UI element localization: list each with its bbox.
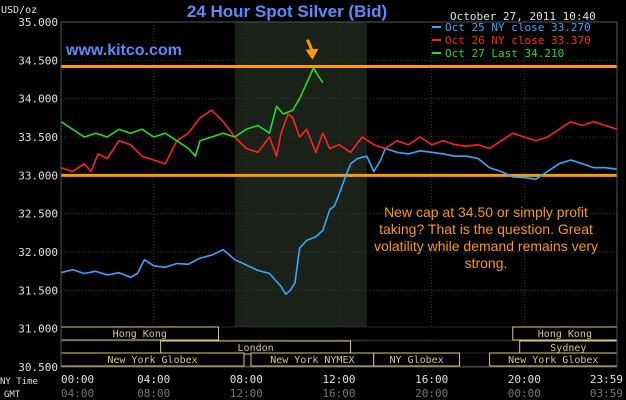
session-bar <box>373 352 460 367</box>
session-label: New York Globex <box>107 355 197 366</box>
x-tick-label-gmt: 16:00 <box>322 387 355 400</box>
session-label: Hong Kong <box>113 329 167 340</box>
timestamp: October 27, 2011 10:40 <box>450 10 596 23</box>
annotation-line: New cap at 34.50 or simply profit <box>384 204 588 220</box>
series-line-1 <box>60 109 618 173</box>
x-tick-label-gmt: 12:00 <box>230 387 263 400</box>
y-tick-label: 34.000 <box>18 93 58 106</box>
annotation-line: taking? That is the question. Great <box>379 221 593 237</box>
reference-lines <box>61 64 617 177</box>
session-label: London <box>238 343 274 354</box>
session-label: NY Globex <box>390 355 444 366</box>
x-axis-label-ny: NY Time <box>0 377 38 387</box>
y-unit-label: USD/oz <box>1 5 37 16</box>
x-tick-label-ny: 08:00 <box>230 373 263 386</box>
x-tick-label-ny: 04:00 <box>137 373 170 386</box>
x-tick-label-ny: 00:00 <box>61 373 94 386</box>
shaded-session <box>234 22 367 367</box>
market-sessions: Hong Kong London New York Globex New York N… <box>60 326 618 367</box>
annotation-arrow-head <box>305 48 319 60</box>
x-axis-label-gmt: GMT <box>4 390 21 400</box>
x-tick-label-gmt: 00:00 <box>508 387 541 400</box>
series-lines <box>60 67 618 295</box>
x-tick-label-ny: 23:59 <box>590 373 623 386</box>
chart-title: 24 Hour Spot Silver (Bid) <box>187 2 387 21</box>
session-label: Hong Kong <box>538 329 592 340</box>
y-tick-label: 32.000 <box>18 246 58 259</box>
x-tick-label-ny: 20:00 <box>508 373 541 386</box>
annotation-line: volatility while demand remains very <box>374 238 598 254</box>
watermark: www.kitco.com <box>65 42 182 59</box>
session-label: New York Globex <box>508 355 598 366</box>
x-tick-label-gmt: 04:00 <box>61 387 94 400</box>
x-tick-label-ny: 12:00 <box>322 373 355 386</box>
annotation-line: strong. <box>465 255 508 271</box>
x-tick-label-gmt: 20:00 <box>415 387 448 400</box>
x-tick-label-gmt: 08:00 <box>137 387 170 400</box>
y-tick-label: 33.500 <box>18 131 58 144</box>
y-tick-label: 31.000 <box>18 323 58 336</box>
legend-label: Oct 26 NY close 33.370 <box>445 34 591 47</box>
x-tick-label-gmt: 03:59 <box>590 387 623 400</box>
y-tick-label: 32.500 <box>18 208 58 221</box>
y-tick-label: 33.000 <box>18 169 58 182</box>
annotation: New cap at 34.50 or simply profittaking?… <box>305 39 598 271</box>
session-label: Sydney <box>550 343 586 354</box>
y-tick-label: 34.500 <box>18 54 58 67</box>
x-tick-label-ny: 16:00 <box>415 373 448 386</box>
axes: 35.000 34.500 34.000 33.500 33.000 32.500 32.0… <box>0 16 623 400</box>
plot-border <box>60 21 618 368</box>
series-line-2 <box>60 67 324 157</box>
series-line-0 <box>60 147 618 295</box>
legend-label: Oct 27 Last 34.210 <box>445 47 564 60</box>
session-label: New York NYMEX <box>270 355 354 366</box>
chart-texts: 24 Hour Spot Silver (Bid) October 27, 20… <box>1 2 596 59</box>
y-tick-label: 30.500 <box>18 361 58 374</box>
y-tick-label: 31.500 <box>18 284 58 297</box>
y-tick-label: 35.000 <box>18 16 58 29</box>
legend-label: Oct 25 NY close 33.270 <box>445 21 591 34</box>
